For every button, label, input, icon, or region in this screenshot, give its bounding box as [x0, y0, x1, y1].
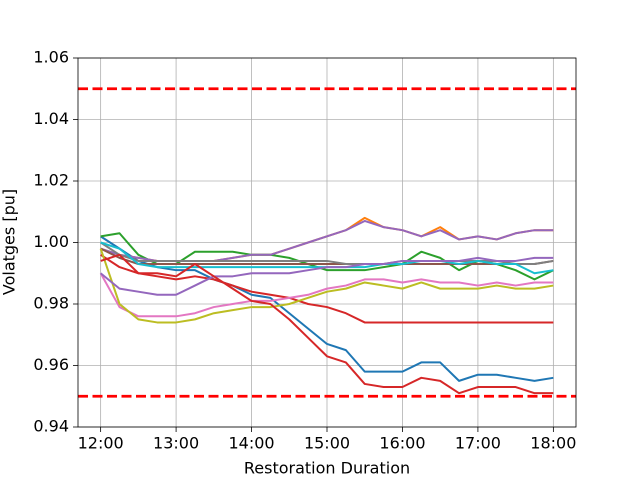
- x-tick-label: 18:00: [530, 434, 576, 453]
- x-tick-label: 12:00: [78, 434, 124, 453]
- y-tick-label: 0.94: [33, 417, 69, 436]
- y-axis-label: Volatges [pu]: [0, 189, 19, 295]
- y-tick-label: 1.02: [33, 171, 69, 190]
- series-line: [99, 272, 554, 318]
- x-tick-label: 16:00: [379, 434, 425, 453]
- x-tick-label: 13:00: [153, 434, 199, 453]
- x-tick-label: 15:00: [304, 434, 350, 453]
- y-tick-label: 0.98: [33, 294, 69, 313]
- plot-frame: [77, 57, 577, 428]
- series-line: [100, 247, 554, 266]
- y-tick-label: 1.06: [33, 48, 69, 67]
- x-tick-label: 14:00: [228, 434, 274, 453]
- y-tick-label: 1.04: [33, 109, 69, 128]
- series-line: [99, 248, 554, 324]
- y-tick-label: 1.00: [33, 232, 69, 251]
- x-tick-label: 17:00: [455, 434, 501, 453]
- series-line: [100, 253, 554, 395]
- series-line: [100, 253, 554, 324]
- y-tick-label: 0.96: [33, 355, 69, 374]
- x-axis-label: Restoration Duration: [244, 459, 410, 478]
- series-line: [100, 256, 554, 296]
- series-line: [100, 235, 554, 382]
